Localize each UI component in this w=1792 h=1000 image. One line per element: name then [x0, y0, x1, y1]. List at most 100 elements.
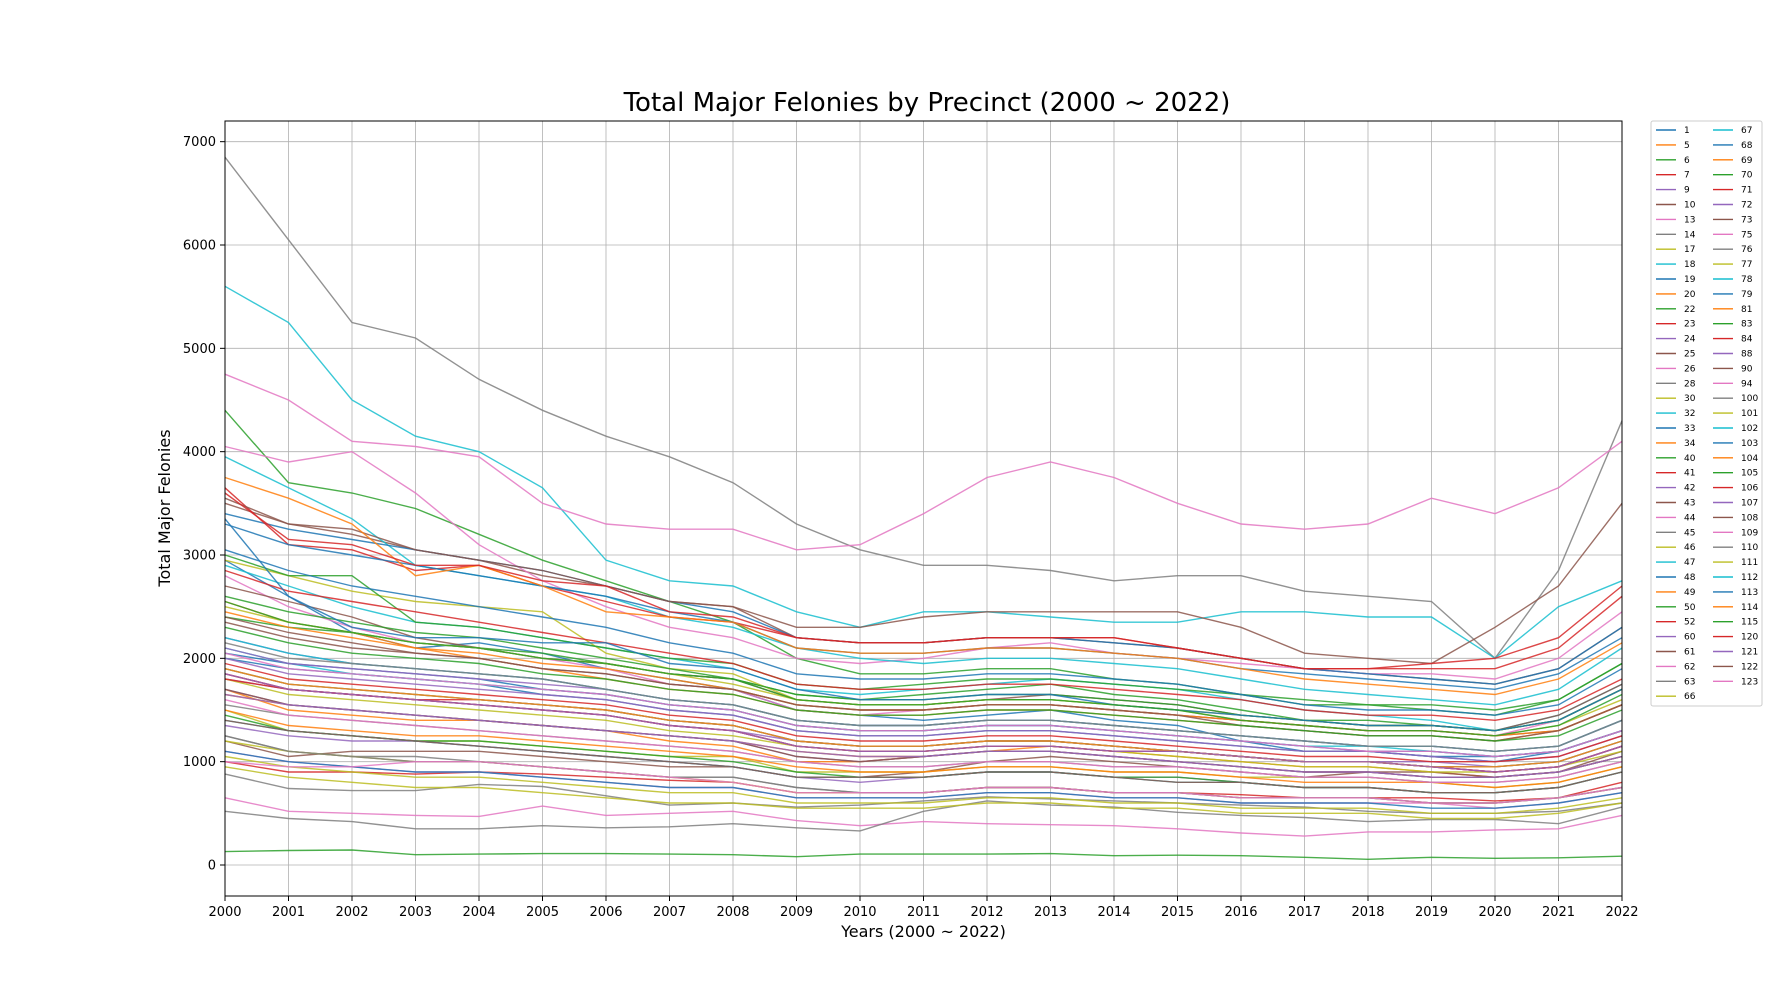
legend-label: 52 [1684, 618, 1695, 628]
x-tick-label: 2000 [208, 905, 241, 920]
legend-frame [1650, 120, 1763, 707]
legend-label: 6 [1684, 156, 1690, 166]
legend-label: 17 [1684, 245, 1695, 255]
legend-label: 30 [1684, 394, 1696, 404]
legend-label: 32 [1684, 409, 1695, 419]
legend-label: 103 [1741, 439, 1758, 449]
series-line-71 [224, 569, 1623, 722]
x-tick-label: 2003 [399, 905, 432, 920]
series-line-67 [224, 285, 1623, 660]
legend-label: 25 [1684, 350, 1695, 360]
legend-label: 43 [1684, 499, 1695, 509]
series-line-120 [224, 492, 1623, 670]
series-line-109 [224, 652, 1623, 758]
legend-label: 111 [1741, 558, 1758, 568]
series-line-94 [224, 797, 1623, 837]
legend-label: 66 [1684, 692, 1696, 702]
legend-label: 72 [1741, 201, 1752, 211]
legend-label: 109 [1741, 528, 1758, 538]
legend-label: 9 [1684, 186, 1690, 196]
x-axis-label: Years (2000 ~ 2022) [840, 922, 1006, 941]
legend-label: 100 [1741, 394, 1758, 404]
x-tick-label: 2022 [1605, 905, 1638, 920]
legend-label: 33 [1684, 424, 1695, 434]
x-tick-label: 2017 [1288, 905, 1321, 920]
legend-label: 23 [1684, 320, 1695, 330]
legend-label: 106 [1741, 484, 1758, 494]
x-tick-label: 2015 [1161, 905, 1194, 920]
chart-title: Total Major Felonies by Precinct (2000 ~… [623, 88, 1231, 118]
legend-label: 19 [1684, 275, 1696, 285]
legend-label: 84 [1741, 335, 1753, 345]
x-tick-label: 2009 [780, 905, 813, 920]
series-line-123 [224, 761, 1623, 804]
x-tick-label: 2010 [843, 905, 876, 920]
x-tick-label: 2016 [1224, 905, 1257, 920]
legend-label: 61 [1684, 648, 1695, 658]
x-tick-label: 2021 [1542, 905, 1575, 920]
x-tick-label: 2011 [907, 905, 940, 920]
series-line-107 [224, 673, 1623, 773]
x-tick-label: 2013 [1034, 905, 1067, 920]
legend-label: 105 [1741, 469, 1758, 479]
y-axis-label: Total Major Felonies [155, 429, 174, 587]
legend-label: 22 [1684, 305, 1695, 315]
legend-label: 47 [1684, 558, 1695, 568]
legend-label: 90 [1741, 364, 1753, 374]
legend-label: 88 [1741, 350, 1753, 360]
x-tick-label: 2018 [1351, 905, 1384, 920]
legend-label: 81 [1741, 305, 1752, 315]
legend-label: 60 [1684, 633, 1696, 643]
legend-label: 40 [1684, 454, 1696, 464]
legend-label: 20 [1684, 290, 1696, 300]
x-tick-label: 2005 [526, 905, 559, 920]
legend-label: 123 [1741, 677, 1758, 687]
legend-label: 1 [1684, 126, 1690, 136]
legend-label: 110 [1741, 543, 1758, 553]
y-tick-label: 4000 [183, 445, 216, 460]
series-line-122 [224, 719, 1623, 794]
legend-label: 14 [1684, 230, 1696, 240]
series-line-110 [224, 642, 1623, 753]
legend-label: 102 [1741, 424, 1758, 434]
x-tick-label: 2004 [462, 905, 495, 920]
legend-label: 26 [1684, 364, 1696, 374]
series-line-111 [224, 766, 1623, 820]
legend-label: 77 [1741, 260, 1752, 270]
series-line-121 [224, 693, 1623, 778]
series-line-75 [224, 373, 1623, 551]
legend-label: 62 [1684, 662, 1695, 672]
legend-label: 78 [1741, 275, 1753, 285]
series-line-68 [224, 750, 1623, 809]
legend-label: 5 [1684, 141, 1690, 151]
legend-label: 76 [1741, 245, 1753, 255]
legend-label: 46 [1684, 543, 1696, 553]
legend-label: 45 [1684, 528, 1695, 538]
y-tick-label: 2000 [183, 652, 216, 667]
series-line-115 [224, 626, 1623, 742]
legend-label: 10 [1684, 201, 1696, 211]
series-line-70 [224, 554, 1623, 711]
series-line-105 [224, 600, 1623, 737]
series-line-62 [224, 699, 1623, 783]
legend-label: 67 [1741, 126, 1752, 136]
series-line-45 [224, 773, 1623, 814]
legend-label: 79 [1741, 290, 1753, 300]
legend-label: 18 [1684, 260, 1696, 270]
legend-label: 73 [1741, 215, 1752, 225]
legend-label: 50 [1684, 603, 1696, 613]
series-line-103 [224, 518, 1623, 732]
legend-label: 71 [1741, 186, 1752, 196]
series-line-106 [224, 662, 1623, 763]
x-tick-label: 2001 [272, 905, 305, 920]
legend-label: 68 [1741, 141, 1753, 151]
series-line-73 [224, 497, 1623, 665]
legend-label: 42 [1684, 484, 1695, 494]
legend-label: 94 [1741, 379, 1753, 389]
y-tick-label: 6000 [183, 239, 216, 254]
legend-label: 122 [1741, 662, 1758, 672]
legend-label: 13 [1684, 215, 1695, 225]
series-line-113 [224, 549, 1623, 716]
legend-label: 112 [1741, 573, 1758, 583]
